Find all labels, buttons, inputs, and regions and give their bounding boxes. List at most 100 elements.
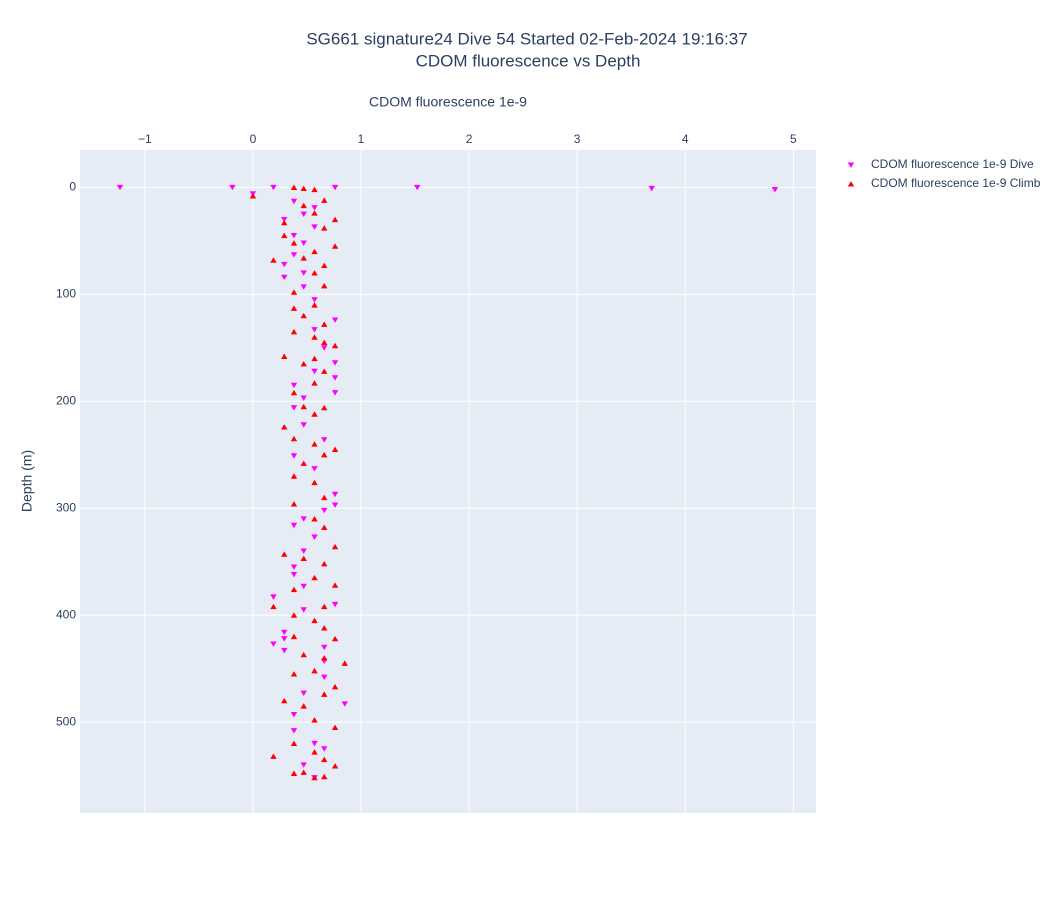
data-point — [249, 193, 257, 199]
x-tick-label: 3 — [574, 132, 581, 146]
data-point — [281, 647, 288, 654]
data-point — [290, 435, 298, 442]
data-point — [290, 198, 298, 205]
data-point — [300, 769, 307, 775]
chart-subtitle: CDOM fluorescence vs Depth — [416, 51, 641, 70]
data-point — [300, 651, 307, 658]
data-point — [321, 282, 328, 289]
data-point — [321, 321, 328, 327]
data-point — [321, 345, 328, 351]
data-point — [311, 380, 318, 386]
data-point — [311, 368, 318, 375]
plot-area — [80, 150, 816, 813]
data-point — [311, 749, 318, 755]
data-point — [321, 368, 328, 374]
data-point — [311, 248, 318, 255]
data-point — [270, 594, 277, 600]
data-point — [331, 724, 339, 731]
data-point — [281, 636, 288, 642]
data-point — [281, 274, 288, 281]
data-point — [300, 555, 307, 562]
data-point — [331, 582, 339, 588]
data-point — [311, 355, 318, 362]
data-point — [311, 205, 318, 211]
data-point — [331, 342, 339, 349]
data-point — [300, 202, 307, 209]
data-point — [300, 395, 307, 401]
data-point — [281, 219, 288, 226]
data-point — [321, 262, 328, 269]
data-point — [311, 717, 318, 723]
data-point — [413, 184, 421, 191]
y-tick-label: 500 — [56, 714, 76, 728]
data-point — [281, 551, 288, 557]
x-axis-title: CDOM fluorescence 1e-9 — [369, 94, 527, 110]
data-point — [290, 740, 298, 747]
data-point — [321, 691, 328, 697]
data-point — [290, 501, 298, 507]
y-tick-label: 300 — [56, 500, 76, 514]
data-point — [290, 473, 298, 479]
x-tick-label: 0 — [250, 132, 257, 146]
data-point — [321, 756, 328, 763]
legend-marker — [847, 181, 855, 187]
data-point — [290, 240, 298, 246]
data-point — [290, 453, 298, 459]
data-point — [290, 571, 298, 578]
data-point — [311, 574, 318, 581]
data-point — [281, 629, 288, 636]
data-point — [311, 411, 318, 417]
data-point — [331, 317, 339, 323]
data-point — [290, 405, 298, 411]
data-point — [341, 701, 348, 707]
data-point — [290, 252, 298, 258]
data-point — [311, 516, 318, 522]
data-point — [281, 424, 288, 430]
data-point — [270, 184, 277, 191]
data-point — [648, 185, 655, 192]
data-point — [321, 197, 328, 203]
data-point — [331, 184, 339, 191]
data-point — [281, 216, 288, 223]
data-point — [321, 773, 328, 780]
data-point — [311, 617, 318, 624]
data-point — [331, 243, 339, 249]
marks — [116, 184, 779, 781]
data-point — [270, 603, 277, 610]
data-point — [300, 185, 307, 192]
data-point — [290, 232, 298, 239]
data-point — [290, 305, 298, 311]
data-point — [321, 339, 328, 346]
legend-marker — [847, 162, 855, 168]
y-tick-label: 400 — [56, 607, 76, 621]
data-point — [331, 491, 339, 498]
data-point — [300, 211, 307, 218]
data-point — [331, 502, 339, 508]
data-point — [290, 289, 298, 295]
data-point — [311, 327, 318, 333]
data-point — [311, 667, 318, 674]
data-point — [290, 522, 298, 529]
data-point — [311, 534, 318, 540]
data-point — [290, 728, 298, 734]
data-point — [331, 635, 339, 642]
data-point — [290, 612, 298, 618]
data-point — [300, 607, 307, 613]
data-point — [300, 703, 307, 709]
data-point — [331, 683, 339, 690]
data-point — [321, 746, 328, 752]
data-point — [290, 382, 298, 389]
data-point — [300, 360, 307, 367]
data-point — [321, 437, 328, 443]
x-tick-label: 1 — [358, 132, 365, 146]
data-point — [300, 422, 307, 428]
y-tick-label: 0 — [69, 180, 76, 194]
data-point — [311, 441, 318, 447]
y-tick-label: 200 — [56, 393, 76, 407]
data-point — [311, 479, 318, 486]
chart-title: SG661 signature24 Dive 54 Started 02-Feb… — [306, 29, 747, 48]
data-point — [311, 334, 318, 340]
data-point — [290, 671, 298, 677]
grid: −1 0 1 2 3 4 5 0 100 200 300 400 500 — [56, 132, 816, 813]
